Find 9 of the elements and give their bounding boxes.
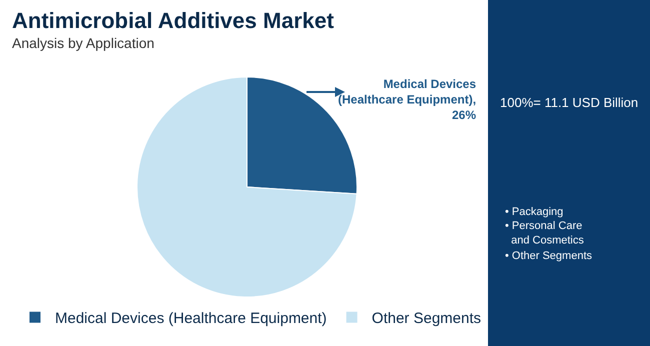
data-label: Medical Devices (Healthcare Equipment), 26%: [338, 77, 476, 122]
chart-subtitle: Analysis by Application: [12, 35, 154, 51]
chart-title: Antimicrobial Additives Market: [12, 8, 335, 33]
text: • Packaging: [505, 206, 564, 218]
text: 100%= 11.1 USD Billion: [500, 95, 638, 110]
legend-label: Medical Devices (Healthcare Equipment): [55, 310, 327, 328]
text: • Personal Care and Cosmetics: [505, 220, 584, 246]
text: • Other Segments: [505, 250, 592, 262]
legend-label: Other Segments: [372, 310, 482, 328]
